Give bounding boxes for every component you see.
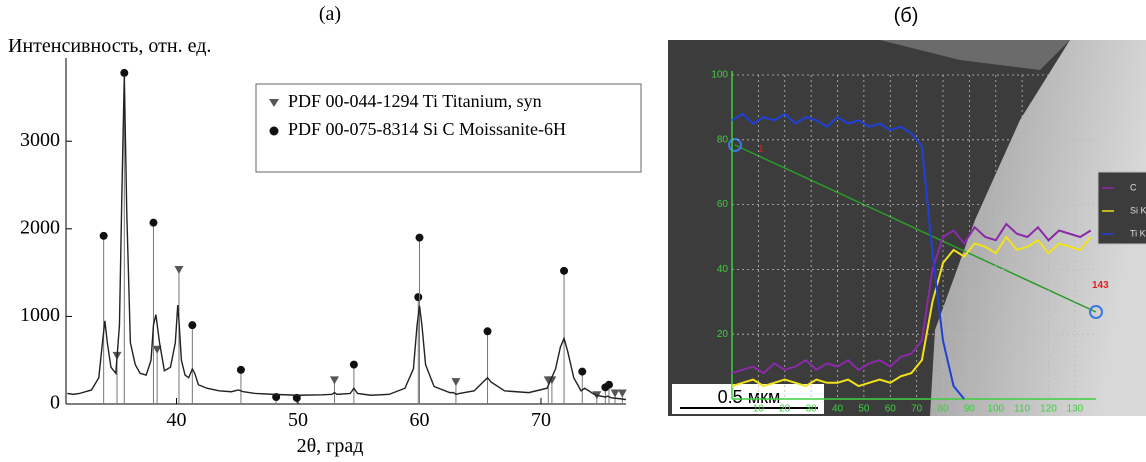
peak-marker <box>610 389 620 398</box>
x-tick-label: 50 <box>858 404 870 415</box>
y-tick-label: 1000 <box>20 304 60 326</box>
legend-label: PDF 00-075-8314 Si C Moissanite-6H <box>288 119 566 139</box>
y-tick-label: 60 <box>717 199 729 210</box>
panel-b: (б) 0.5 мкм 1 143 20 40 60 80 100 10 20 30 40 50 6… <box>668 5 1146 416</box>
peak-marker <box>120 68 129 77</box>
legend-label: C <box>1130 182 1137 192</box>
x-tick-label: 50 <box>288 409 308 431</box>
peak-marker <box>617 389 627 398</box>
profile-end <box>1089 305 1103 319</box>
legend-box <box>255 83 642 173</box>
x-tick-label: 100 <box>987 404 1004 415</box>
peak-marker <box>578 367 587 376</box>
panel-label: (б) <box>894 5 919 27</box>
y-tick-label: 20 <box>717 329 729 340</box>
x-tick-label: 20 <box>779 404 791 415</box>
peak-marker <box>451 378 461 387</box>
legend-marker <box>269 126 279 136</box>
y-tick-label: 80 <box>717 134 729 145</box>
legend-marker <box>269 99 279 107</box>
legend-label: Ti K <box>1130 228 1146 238</box>
legend-box <box>1097 171 1146 245</box>
scale-bar-label: 0.5 мкм <box>718 387 781 407</box>
peak-marker <box>604 380 613 389</box>
peak-marker <box>349 360 358 369</box>
peak-marker <box>99 231 108 240</box>
peak-marker <box>236 365 245 374</box>
x-tick-label: 120 <box>1040 404 1057 415</box>
peak-marker <box>547 376 557 385</box>
x-tick-label: 70 <box>531 409 551 431</box>
y-tick-label: 3000 <box>20 129 60 151</box>
profile-start <box>728 138 742 152</box>
annotation: 1 <box>758 144 764 155</box>
x-axis-title: 2θ, град <box>297 435 364 457</box>
peak-marker <box>415 233 424 242</box>
pattern-line <box>67 75 627 401</box>
peak-marker <box>414 293 423 302</box>
panel-a: (a) Интенсивность, отн. ед. 2θ, град 0 10… <box>8 3 642 457</box>
sem-bright-region <box>880 40 1070 70</box>
profile-line <box>734 144 1097 313</box>
series-line <box>731 112 965 400</box>
x-tick-label: 130 <box>1067 404 1084 415</box>
x-tick-label: 10 <box>753 404 765 415</box>
x-tick-label: 40 <box>832 404 844 415</box>
y-tick-label: 40 <box>717 264 729 275</box>
annotation: 143 <box>1092 280 1109 291</box>
x-tick-label: 30 <box>806 404 818 415</box>
x-tick-label: 110 <box>1014 404 1030 415</box>
x-tick-label: 40 <box>167 409 187 431</box>
x-tick-label: 60 <box>885 404 897 415</box>
x-tick-label: 60 <box>409 409 429 431</box>
peak-marker <box>188 321 197 330</box>
x-tick-label: 90 <box>964 404 976 415</box>
series-line <box>731 222 1092 375</box>
x-tick-label: 70 <box>911 404 923 415</box>
peak-marker <box>152 345 162 354</box>
peak-marker <box>560 266 569 275</box>
y-tick-label: 100 <box>711 70 728 81</box>
x-tick-label: 80 <box>937 404 949 415</box>
series-line <box>731 235 1092 388</box>
peak-marker <box>329 376 339 385</box>
panel-label: (a) <box>319 3 341 25</box>
y-axis-title: Интенсивность, отн. ед. <box>8 35 211 57</box>
peak-marker <box>483 327 492 336</box>
y-tick-label: 0 <box>50 392 60 414</box>
peak-marker <box>174 265 184 274</box>
y-tick-label: 2000 <box>20 216 60 238</box>
legend-label: Si K <box>1130 205 1146 215</box>
legend-label: PDF 00-044-1294 Ti Titanium, syn <box>288 91 542 111</box>
peak-marker <box>149 218 158 227</box>
